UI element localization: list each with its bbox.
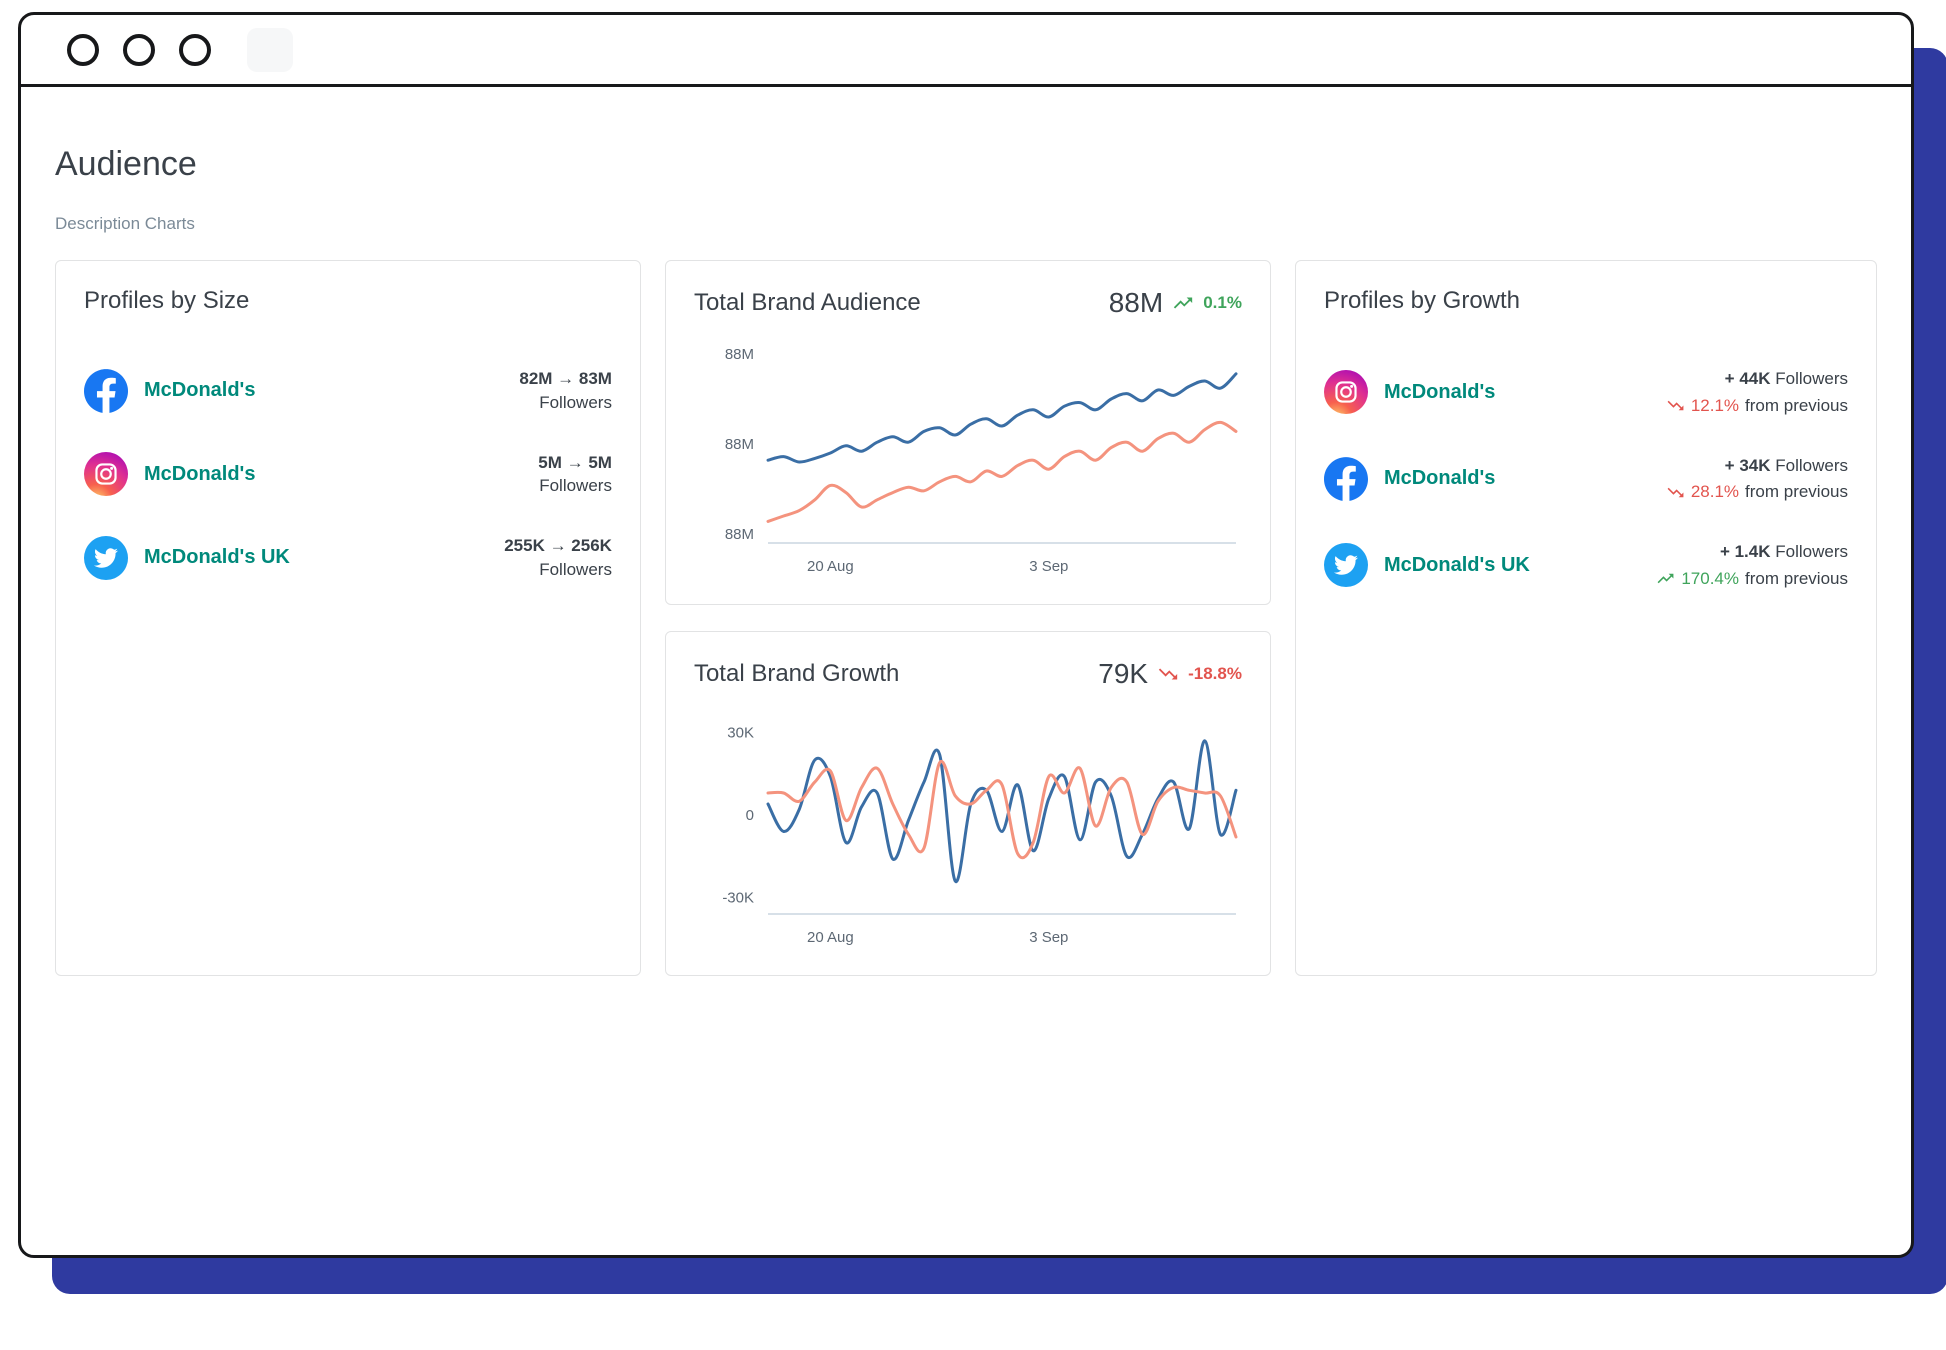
facebook-icon — [1323, 457, 1368, 501]
facebook-icon — [84, 368, 128, 413]
follower-change: + 34K Followers — [1666, 454, 1848, 478]
growth-percent-suffix: from previous — [1745, 568, 1848, 588]
follower-unit: Followers — [539, 476, 612, 496]
profiles-by-growth-card: Profiles by Growth McDonald's + 44K Foll… — [1294, 260, 1877, 976]
card-head: Total Brand Audience 88M 0.1% — [694, 287, 1242, 319]
svg-text:3 Sep: 3 Sep — [1029, 558, 1068, 575]
window-button-minimize[interactable] — [123, 33, 155, 66]
profile-name[interactable]: McDonald's — [144, 462, 256, 485]
change-value: + 34K — [1724, 455, 1771, 475]
follower-change: + 44K Followers — [1666, 367, 1848, 391]
follower-unit: Followers — [539, 559, 612, 579]
browser-window: Audience Description Charts Profiles by … — [18, 12, 1914, 1258]
change-unit: Followers — [1775, 542, 1848, 562]
window-button-maximize[interactable] — [179, 33, 211, 66]
profile-row-facebook[interactable]: McDonald's 82M → 83M Followers — [84, 367, 612, 415]
growth-percent: 28.1% — [1690, 482, 1740, 502]
growth-row-twitter[interactable]: McDonald's UK + 1.4K Followers 170.4% fr… — [1323, 540, 1848, 591]
profile-growth-values: + 1.4K Followers 170.4% from previous — [1656, 540, 1848, 591]
total-brand-audience-title: Total Brand Audience — [693, 289, 921, 316]
growth-percent-suffix: from previous — [1745, 482, 1848, 502]
profiles-by-growth-title: Profiles by Growth — [1323, 287, 1521, 314]
svg-text:0: 0 — [746, 807, 754, 824]
audience-delta: 0.1% — [1203, 293, 1242, 312]
follower-unit: Followers — [539, 392, 612, 412]
audience-total-value: 88M — [1108, 287, 1164, 318]
svg-text:20 Aug: 20 Aug — [807, 558, 854, 575]
profile-name[interactable]: McDonald's UK — [144, 546, 290, 569]
svg-text:30K: 30K — [727, 725, 754, 742]
profiles-by-size-card: Profiles by Size McDonald's 82M → 83M Fo… — [55, 260, 641, 976]
profile-name[interactable]: McDonald's — [1383, 467, 1496, 490]
trend-up-icon — [1174, 297, 1193, 309]
cards-row: Profiles by Size McDonald's 82M → 83M Fo… — [55, 260, 1877, 976]
window-button-close[interactable] — [67, 33, 99, 66]
growth-percent: 12.1% — [1690, 395, 1740, 415]
profile-row-twitter[interactable]: McDonald's UK 255K → 256K Followers — [84, 534, 612, 582]
growth-percent: 170.4% — [1681, 568, 1740, 588]
change-value: + 1.4K — [1719, 542, 1771, 562]
svg-text:20 Aug: 20 Aug — [807, 929, 854, 946]
instagram-icon — [1323, 370, 1368, 415]
total-brand-growth-title: Total Brand Growth — [693, 660, 900, 687]
svg-text:88M: 88M — [725, 346, 754, 363]
growth-row-instagram[interactable]: McDonald's + 44K Followers 12.1% from pr… — [1323, 367, 1848, 418]
growth-percent-suffix: from previous — [1745, 395, 1848, 415]
profiles-by-size-title: Profiles by Size — [84, 287, 250, 314]
follower-range: 5M → 5M — [538, 452, 612, 472]
dashboard-content: Audience Description Charts Profiles by … — [21, 145, 1911, 976]
change-unit: Followers — [1775, 369, 1848, 388]
profiles-by-size-rows: McDonald's 82M → 83M Followers McDonald'… — [84, 367, 612, 582]
twitter-icon — [84, 535, 128, 580]
page-subtitle: Description Charts — [55, 214, 195, 233]
profile-size-values: 5M → 5M Followers — [538, 451, 612, 499]
profile-growth-values: + 44K Followers 12.1% from previous — [1666, 367, 1848, 418]
growth-chart: 30K 0 -30K 20 Aug 3 Sep — [722, 725, 1238, 946]
page-title: Audience — [55, 145, 197, 183]
trend-down-icon — [1667, 400, 1684, 411]
titlebar-tab — [247, 27, 293, 72]
instagram-icon — [84, 452, 128, 497]
growth-row-facebook[interactable]: McDonald's + 34K Followers 28.1% from pr… — [1323, 454, 1848, 505]
twitter-icon — [1323, 543, 1368, 588]
profiles-by-growth-rows: McDonald's + 44K Followers 12.1% from pr… — [1323, 367, 1848, 591]
svg-text:88M: 88M — [725, 526, 754, 543]
trend-down-icon — [1158, 668, 1178, 680]
profile-name[interactable]: McDonald's — [144, 379, 256, 402]
trend-down-icon — [1667, 487, 1684, 498]
svg-text:3 Sep: 3 Sep — [1029, 929, 1068, 946]
profile-name[interactable]: McDonald's — [1383, 380, 1496, 403]
profile-name[interactable]: McDonald's UK — [1383, 553, 1530, 576]
headline-metric: 79K -18.8% — [1098, 658, 1242, 690]
change-value: + 44K — [1724, 369, 1771, 388]
svg-text:-30K: -30K — [722, 890, 754, 907]
audience-chart: 88M 88M 88M 20 Aug 3 Sep — [725, 346, 1238, 575]
profile-size-values: 82M → 83M Followers — [519, 367, 612, 415]
card-head: Total Brand Growth 79K -18.8% — [694, 658, 1242, 690]
profile-row-instagram[interactable]: McDonald's 5M → 5M Followers — [84, 451, 612, 499]
growth-total-value: 79K — [1098, 658, 1149, 689]
charts-column: Total Brand Audience 88M 0.1% 88M 88M 88M 2… — [664, 260, 1271, 976]
total-brand-audience-card: Total Brand Audience 88M 0.1% 88M 88M 88M 2… — [664, 260, 1271, 605]
profile-size-values: 255K → 256K Followers — [504, 534, 612, 582]
follower-range: 82M → 83M — [519, 369, 612, 388]
follower-range: 255K → 256K — [504, 536, 612, 556]
window-titlebar — [21, 15, 1911, 87]
growth-percent-line: 170.4% from previous — [1656, 567, 1848, 591]
trend-up-icon — [1657, 574, 1674, 584]
follower-change: + 1.4K Followers — [1656, 540, 1848, 564]
growth-percent-line: 12.1% from previous — [1666, 394, 1848, 418]
change-unit: Followers — [1775, 455, 1848, 475]
headline-metric: 88M 0.1% — [1109, 287, 1242, 319]
growth-percent-line: 28.1% from previous — [1666, 480, 1848, 504]
profile-growth-values: + 34K Followers 28.1% from previous — [1666, 454, 1848, 505]
growth-delta: -18.8% — [1188, 664, 1242, 683]
svg-text:88M: 88M — [725, 436, 754, 453]
total-brand-growth-card: Total Brand Growth 79K -18.8% 30K 0 -30K 20… — [664, 631, 1271, 976]
